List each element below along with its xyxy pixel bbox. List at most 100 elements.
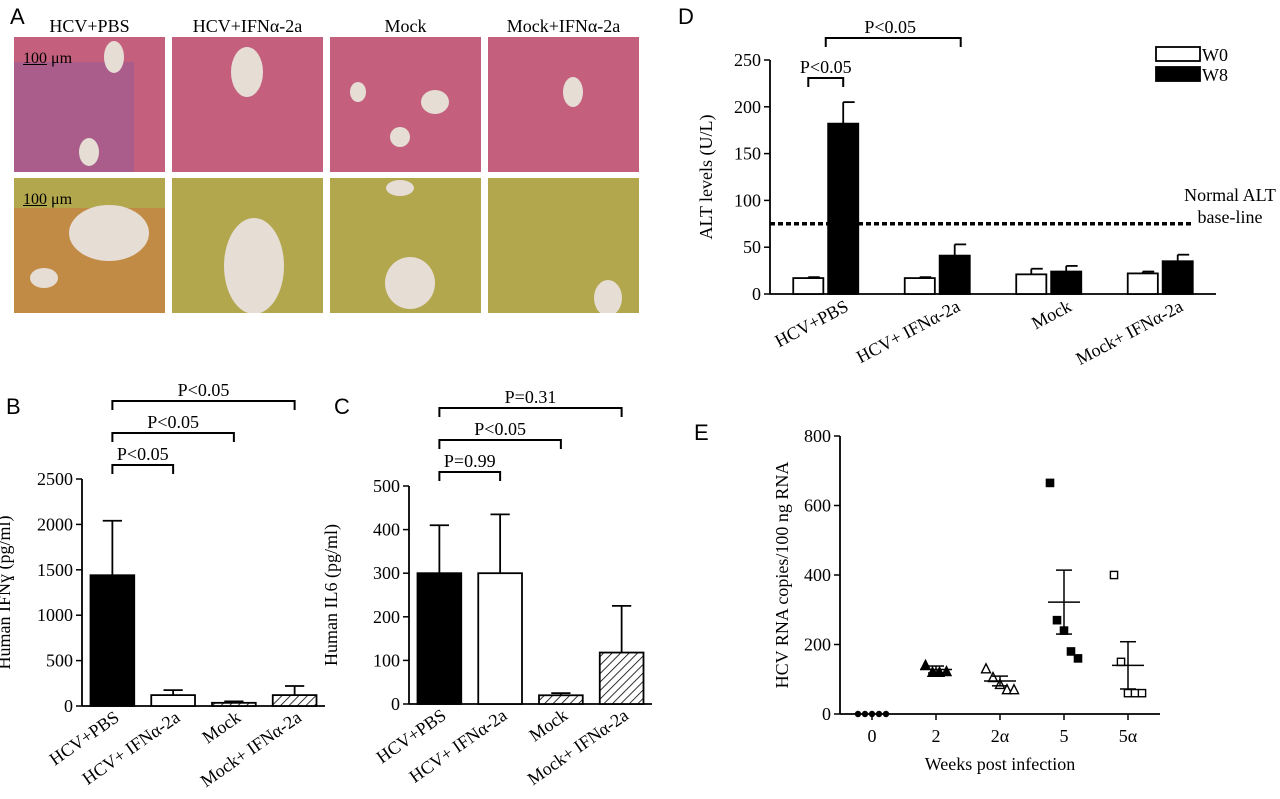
- y-tick-label: 1000: [37, 605, 73, 625]
- vessel-lumen: [385, 257, 435, 309]
- significance-bracket: [438, 439, 562, 449]
- y-tick-label: 600: [804, 496, 831, 516]
- data-point: [919, 658, 932, 671]
- he-micrograph: [488, 37, 639, 172]
- p-value-label: P=0.31: [505, 387, 557, 407]
- significance-bracket: [111, 432, 235, 442]
- p-value-label: P=0.99: [444, 451, 496, 471]
- bar: [792, 277, 825, 295]
- y-axis-label: ALT levels (U/L): [696, 115, 717, 240]
- y-tick-label: 2000: [37, 514, 73, 534]
- bar: [89, 574, 136, 707]
- x-tick-label: 5: [1060, 726, 1069, 746]
- y-axis-label: Human IFNɣ (pg/ml): [0, 516, 15, 670]
- scale-bar-label: 100 μm: [23, 191, 73, 208]
- he-micrograph: [330, 37, 481, 172]
- y-tick-label: 0: [64, 696, 73, 716]
- p-value-label: P<0.05: [800, 57, 852, 77]
- data-point: [1052, 615, 1062, 625]
- vessel-lumen: [231, 47, 263, 97]
- x-tick-label: 0: [868, 726, 877, 746]
- y-tick-label: 0: [822, 704, 831, 724]
- significance-bracket: [111, 464, 175, 474]
- y-tick-label: 2500: [37, 469, 73, 489]
- he-micrograph: [172, 37, 323, 172]
- sirius-micrograph: [330, 178, 481, 313]
- data-point: [882, 710, 890, 718]
- y-tick-label: 250: [734, 50, 761, 70]
- p-value-label: P<0.05: [147, 412, 199, 432]
- legend-swatch: [1155, 66, 1201, 82]
- vessel-lumen: [350, 82, 366, 102]
- data-point: [980, 662, 992, 674]
- scale-bar-label: 100 μm: [23, 50, 73, 67]
- sirius-micrograph: [14, 178, 165, 313]
- x-tick-label: 2α: [991, 726, 1010, 746]
- data-point: [933, 665, 946, 677]
- data-point: [1008, 683, 1020, 695]
- x-tick-label: Mock+ IFNα-2a: [1072, 296, 1186, 369]
- bar: [477, 572, 523, 705]
- hcv-rna-scatter: 0 200 400 600 800 HCV RNA copies/100 ng RNA We…: [772, 426, 1160, 774]
- y-tick-label: 100: [373, 650, 400, 670]
- significance-bracket: [824, 37, 962, 47]
- vessel-lumen: [594, 280, 622, 313]
- y-tick-label: 200: [373, 607, 400, 627]
- bar: [416, 572, 463, 705]
- vessel-lumen: [390, 127, 410, 147]
- y-tick-label: 500: [46, 651, 73, 671]
- micrograph-column-label: Mock+IFNα-2a: [506, 16, 621, 36]
- bar: [1050, 270, 1083, 295]
- y-axis-label: HCV RNA copies/100 ng RNA: [772, 462, 792, 689]
- y-tick-label: 0: [752, 284, 761, 304]
- data-point: [1045, 478, 1055, 488]
- panel-c-letter: C: [334, 394, 350, 419]
- vessel-lumen: [421, 90, 449, 114]
- p-value-label: P<0.05: [117, 444, 169, 464]
- x-tick-label: 2: [932, 726, 941, 746]
- vessel-lumen: [69, 205, 149, 261]
- y-axis-label: Human IL6 (pg/ml): [321, 524, 342, 666]
- data-point: [875, 710, 883, 718]
- y-tick-label: 50: [743, 237, 761, 257]
- vessel-lumen: [563, 77, 583, 107]
- x-axis-label: Weeks post infection: [925, 754, 1076, 774]
- micrograph-column-label: Mock: [384, 16, 427, 36]
- p-value-label: P<0.05: [178, 380, 230, 400]
- x-tick-label: Mock+ IFNα-2a: [524, 705, 632, 789]
- bar: [1015, 273, 1048, 295]
- significance-bracket: [807, 77, 845, 87]
- data-point: [1073, 654, 1083, 663]
- y-tick-label: 400: [373, 520, 400, 540]
- y-tick-label: 300: [373, 563, 400, 583]
- sirius-micrograph: [488, 178, 639, 313]
- y-tick-label: 400: [804, 565, 831, 585]
- bar: [150, 694, 196, 707]
- data-point: [940, 665, 953, 677]
- significance-bracket: [438, 471, 502, 481]
- y-tick-label: 800: [804, 426, 831, 446]
- y-tick-label: 1500: [37, 560, 73, 580]
- y-tick-label: 100: [734, 190, 761, 210]
- bar: [827, 122, 860, 295]
- data-point: [868, 710, 876, 718]
- p-value-label: P<0.05: [864, 17, 916, 37]
- y-tick-label: 200: [804, 635, 831, 655]
- bar: [271, 694, 318, 707]
- vessel-lumen: [224, 218, 284, 313]
- baseline-label: Normal ALT: [1184, 185, 1276, 205]
- bar: [538, 694, 584, 705]
- x-tick-label: Mock: [198, 707, 244, 747]
- bar: [211, 701, 257, 707]
- data-point: [854, 710, 862, 718]
- bar: [903, 277, 936, 295]
- micrograph-column-label: HCV+PBS: [49, 16, 130, 36]
- x-tick-label: HCV+ IFNα-2a: [853, 296, 963, 367]
- vessel-lumen: [104, 41, 124, 73]
- x-tick-label: HCV+PBS: [771, 296, 851, 351]
- data-point: [1130, 688, 1140, 698]
- data-point: [926, 665, 939, 677]
- y-tick-label: 200: [734, 97, 761, 117]
- panel-a-letter: A: [10, 4, 25, 29]
- micrograph-column-label: HCV+IFNα-2a: [192, 16, 303, 36]
